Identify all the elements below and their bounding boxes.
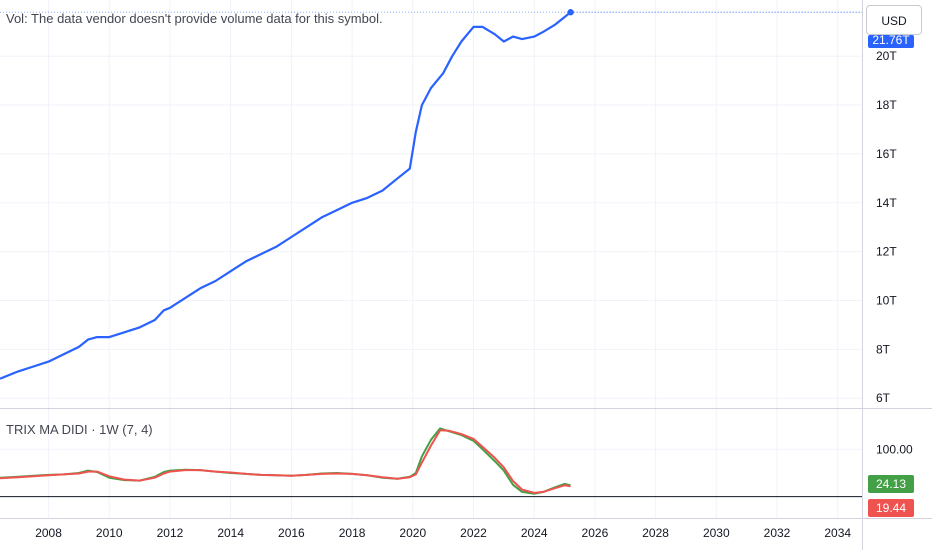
y-tick-label: 10T (876, 294, 897, 308)
x-tick-label: 2020 (399, 526, 426, 540)
x-tick-label: 2008 (35, 526, 62, 540)
x-tick-label: 2026 (582, 526, 609, 540)
indicator-tick-label: 100.00 (876, 442, 913, 456)
x-tick-label: 2010 (96, 526, 123, 540)
x-tick-label: 2034 (824, 526, 851, 540)
indicator-slow-line (0, 429, 571, 494)
y-tick-label: 14T (876, 196, 897, 210)
x-tick-label: 2014 (217, 526, 244, 540)
y-tick-label: 18T (876, 98, 897, 112)
x-tick-label: 2012 (157, 526, 184, 540)
x-tick-label: 2024 (521, 526, 548, 540)
y-tick-label: 6T (876, 391, 891, 405)
x-tick-label: 2022 (460, 526, 487, 540)
currency-button[interactable]: USD (866, 5, 922, 35)
y-tick-label: 8T (876, 342, 891, 356)
x-tick-label: 2030 (703, 526, 730, 540)
y-tick-label: 12T (876, 245, 897, 259)
last-price-tag: 21.76T (868, 35, 914, 48)
y-tick-label: 16T (876, 147, 897, 161)
x-tick-label: 2018 (339, 526, 366, 540)
last-price-point (567, 9, 574, 16)
indicator-title[interactable]: TRIX MA DIDI · 1W (7, 4) (6, 422, 153, 437)
volume-note: Vol: The data vendor doesn't provide vol… (6, 11, 383, 26)
price-series-line (0, 11, 572, 380)
indicator-fast-line (0, 427, 571, 495)
x-tick-label: 2028 (642, 526, 669, 540)
x-tick-label: 2016 (278, 526, 305, 540)
indicator-fast-value-tag: 24.13 (868, 475, 914, 493)
indicator-slow-value-tag: 19.44 (868, 499, 914, 517)
x-tick-label: 2032 (764, 526, 791, 540)
y-tick-label: 20T (876, 49, 897, 63)
